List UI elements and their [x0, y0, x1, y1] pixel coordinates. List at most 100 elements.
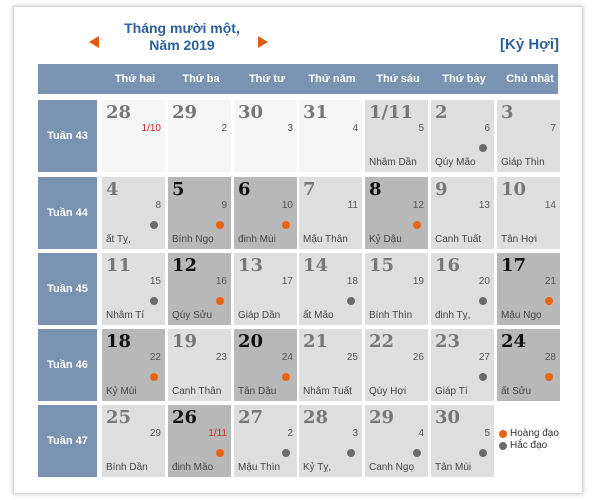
day-cell[interactable]: 26 1/11 đinh Mão: [168, 405, 231, 477]
solar-date: 24: [501, 331, 527, 352]
lunar-date: 7: [550, 123, 556, 134]
lunar-date: 2: [287, 428, 293, 439]
day-cell[interactable]: 7 11 Mậu Thân: [299, 177, 362, 249]
solar-date: 9: [435, 179, 448, 200]
weekday-2: Thứ ba: [182, 73, 220, 85]
day-cell[interactable]: 20 24 Tân Dậu: [234, 329, 297, 401]
day-cell[interactable]: 30 3: [234, 100, 297, 172]
bad-day-dot-icon: [413, 449, 421, 457]
solar-date: 7: [303, 179, 316, 200]
day-cell[interactable]: 2 6 Qúy Mão: [431, 100, 494, 172]
day-cell[interactable]: 9 13 Canh Tuất: [431, 177, 494, 249]
lunar-date: 1/11: [208, 428, 227, 439]
solar-date: 10: [501, 179, 527, 200]
can-chi-label: Mậu Thân: [303, 234, 348, 245]
bad-day-dot-icon: [479, 373, 487, 381]
weekday-1: Thứ hai: [114, 73, 156, 85]
can-chi-label: đinh Tỵ,: [435, 310, 471, 321]
day-cell[interactable]: 8 12 Kỷ Dậu: [365, 177, 428, 249]
day-cell[interactable]: 28 1/10: [102, 100, 165, 172]
lunar-date: 3: [352, 428, 358, 439]
day-cell[interactable]: 24 28 ất Sửu: [497, 329, 560, 401]
good-day-dot-icon: [545, 297, 553, 305]
can-chi-label: Bính Ngọ: [172, 234, 214, 245]
lunar-date: 26: [412, 352, 424, 363]
week-label: Tuần 45: [38, 253, 97, 325]
good-day-dot-icon: [413, 221, 421, 229]
lunar-date: 5: [484, 428, 490, 439]
can-chi-label: Qúy Sửu: [172, 310, 213, 321]
day-cell[interactable]: 13 17 Giáp Dần: [234, 253, 297, 325]
day-cell[interactable]: 30 5 Tân Mùi: [431, 405, 494, 477]
day-cell[interactable]: 4 8 ất Tỵ,: [102, 177, 165, 249]
solar-date: 19: [172, 331, 198, 352]
day-cell[interactable]: 27 2 Mậu Thìn: [234, 405, 297, 477]
solar-date: 4: [106, 179, 119, 200]
day-cell[interactable]: 25 29 Bính Dần: [102, 405, 165, 477]
can-chi-label: Bính Dần: [106, 462, 148, 473]
day-cell[interactable]: 19 23 Canh Thân: [168, 329, 231, 401]
solar-date: 11: [106, 255, 132, 276]
day-cell[interactable]: 3 7 Giáp Thìn: [497, 100, 560, 172]
week-label: Tuần 47: [38, 405, 97, 477]
good-day-dot-icon: [282, 373, 290, 381]
solar-date: 28: [303, 407, 329, 428]
good-day-dot-icon: [216, 449, 224, 457]
legend-good-label: Hoàng đạo: [510, 428, 559, 439]
day-cell[interactable]: 18 22 Kỷ Mùi: [102, 329, 165, 401]
lunar-date: 16: [215, 276, 227, 287]
lunar-date: 14: [544, 200, 556, 211]
solar-date: 15: [369, 255, 395, 276]
solar-date: 14: [303, 255, 329, 276]
lunar-year-name: [Kỷ Hợi]: [500, 36, 559, 53]
day-cell[interactable]: 31 4: [299, 100, 362, 172]
can-chi-label: Tân Dậu: [238, 386, 277, 397]
solar-date: 6: [238, 179, 251, 200]
prev-month-arrow-icon[interactable]: [89, 36, 99, 48]
bad-day-dot-icon: [150, 297, 158, 305]
can-chi-label: Tân Mùi: [435, 462, 472, 473]
weekday-6: Thứ bảy: [442, 73, 486, 85]
can-chi-label: Kỷ Mùi: [106, 386, 137, 397]
lunar-date: 20: [478, 276, 490, 287]
solar-date: 29: [172, 102, 198, 123]
weekday-5: Thứ sáu: [376, 73, 420, 85]
solar-date: 3: [501, 102, 514, 123]
day-cell[interactable]: 5 9 Bính Ngọ: [168, 177, 231, 249]
weekday-3: Thứ tư: [248, 73, 286, 85]
day-cell[interactable]: 10 14 Tân Hợi: [497, 177, 560, 249]
day-cell[interactable]: 29 4 Canh Ngọ: [365, 405, 428, 477]
solar-date: 23: [435, 331, 461, 352]
day-cell[interactable]: 1/11 5 Nhâm Dần: [365, 100, 428, 172]
day-cell[interactable]: 15 19 Bính Thìn: [365, 253, 428, 325]
day-cell[interactable]: 14 18 ất Mão: [299, 253, 362, 325]
month-title-line2: Năm 2019: [149, 37, 215, 53]
bad-day-dot-icon: [479, 449, 487, 457]
day-cell[interactable]: 17 21 Mậu Ngọ: [497, 253, 560, 325]
day-cell[interactable]: 22 26 Qúy Hợi: [365, 329, 428, 401]
solar-date: 30: [238, 102, 264, 123]
legend-bad: Hắc đạo: [499, 440, 559, 452]
day-cell[interactable]: 16 20 đinh Tỵ,: [431, 253, 494, 325]
day-cell[interactable]: 29 2: [168, 100, 231, 172]
week-label: Tuần 43: [38, 100, 97, 172]
bad-day-dot-icon: [347, 297, 355, 305]
can-chi-label: ất Sửu: [501, 386, 532, 397]
can-chi-label: ất Tỵ,: [106, 234, 131, 245]
day-cell[interactable]: 21 25 Nhâm Tuất: [299, 329, 362, 401]
can-chi-label: Giáp Thìn: [501, 157, 545, 168]
day-cell[interactable]: 28 3 Kỷ Tỵ,: [299, 405, 362, 477]
day-cell[interactable]: 6 10 đinh Mùi: [234, 177, 297, 249]
day-cell[interactable]: 12 16 Qúy Sửu: [168, 253, 231, 325]
can-chi-label: Nhâm Tí: [106, 310, 145, 321]
day-cell[interactable]: 11 15 Nhâm Tí: [102, 253, 165, 325]
lunar-date: 15: [149, 276, 161, 287]
can-chi-label: Qúy Mão: [435, 157, 476, 168]
legend-bad-label: Hắc đạo: [510, 440, 548, 451]
can-chi-label: Canh Tuất: [435, 234, 482, 245]
next-month-arrow-icon[interactable]: [258, 36, 268, 48]
solar-date: 21: [303, 331, 329, 352]
can-chi-label: Kỷ Tỵ,: [303, 462, 332, 473]
day-cell[interactable]: 23 27 Giáp Tí: [431, 329, 494, 401]
solar-date: 20: [238, 331, 264, 352]
